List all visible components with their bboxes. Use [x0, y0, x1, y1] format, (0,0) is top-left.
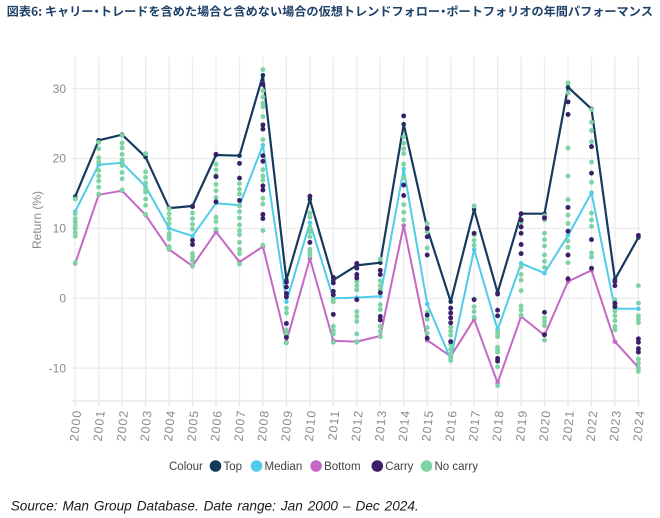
- svg-text:2009: 2009: [278, 409, 295, 442]
- svg-text:2019: 2019: [513, 409, 530, 442]
- svg-text:2005: 2005: [185, 409, 202, 442]
- svg-text:2024: 2024: [630, 409, 647, 442]
- svg-text:Return (%): Return (%): [30, 191, 44, 249]
- svg-text:2006: 2006: [208, 409, 225, 442]
- svg-text:2021: 2021: [560, 409, 577, 442]
- svg-text:2007: 2007: [232, 409, 249, 442]
- svg-text:0: 0: [59, 292, 66, 306]
- svg-text:Carry: Carry: [385, 461, 413, 473]
- svg-text:2014: 2014: [396, 409, 413, 442]
- svg-text:2001: 2001: [91, 409, 108, 442]
- svg-text:2013: 2013: [372, 409, 389, 442]
- svg-text:2020: 2020: [537, 409, 554, 442]
- svg-text:Median: Median: [265, 461, 303, 473]
- svg-text:Source: Man Group Database. Da: Source: Man Group Database. Date range: …: [11, 499, 419, 514]
- svg-text:Top: Top: [224, 461, 243, 473]
- svg-text:30: 30: [53, 82, 67, 96]
- svg-text:2003: 2003: [138, 409, 155, 442]
- svg-text:2017: 2017: [466, 409, 483, 442]
- svg-text:Bottom: Bottom: [324, 461, 360, 473]
- svg-text:2008: 2008: [255, 409, 272, 442]
- svg-text:2004: 2004: [161, 409, 178, 442]
- svg-text:2022: 2022: [584, 409, 601, 442]
- svg-text:Colour: Colour: [169, 461, 203, 473]
- svg-text:No carry: No carry: [435, 461, 479, 473]
- svg-text:2015: 2015: [419, 409, 436, 442]
- svg-text:2023: 2023: [607, 409, 624, 442]
- svg-text:2011: 2011: [325, 409, 342, 441]
- svg-text:2010: 2010: [302, 409, 319, 442]
- svg-text:2000: 2000: [67, 409, 84, 442]
- svg-text:2018: 2018: [490, 409, 507, 442]
- svg-text:2016: 2016: [443, 409, 460, 442]
- svg-text:2002: 2002: [114, 409, 131, 442]
- svg-text:10: 10: [53, 222, 67, 236]
- svg-text:20: 20: [53, 152, 67, 166]
- svg-text:2012: 2012: [349, 409, 366, 442]
- svg-text:-10: -10: [49, 361, 67, 375]
